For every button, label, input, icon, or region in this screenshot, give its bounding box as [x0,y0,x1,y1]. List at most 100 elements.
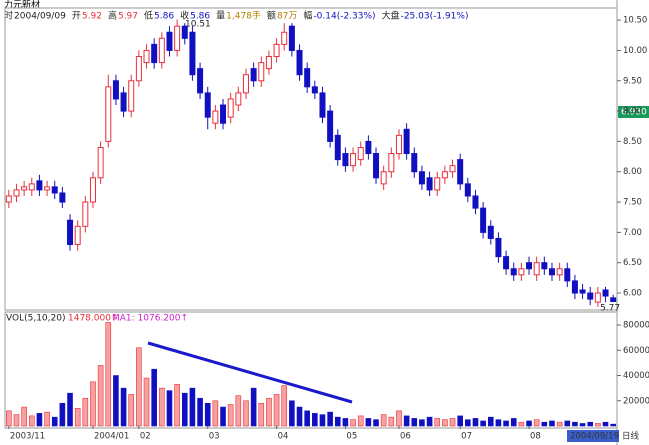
volume-bar [319,414,326,427]
volume-bar [350,419,356,427]
volume-bar [487,416,494,427]
candle-body [242,74,249,94]
candle-body [587,292,594,300]
volume-bar [579,423,586,427]
field-value: 5.92 [82,12,102,22]
x-tick-label: 06 [400,432,411,442]
candle-body [74,225,81,246]
volume-bar [602,421,609,427]
candle-body [258,62,265,82]
volume-bar [396,410,402,427]
volume-bar [434,418,441,427]
volume-bar [136,347,142,427]
volume-bar [312,413,318,427]
field-value: 1,478手 [226,10,261,22]
volume-bar [174,384,180,427]
volume-bar [556,421,563,427]
volume-bar [449,418,456,427]
volume-bar [13,414,20,427]
field-value: 5.86 [190,12,210,22]
volume-bar [549,420,555,427]
candle-body [44,186,51,191]
volume-bar [36,413,43,427]
volume-bar [388,416,395,427]
candle-body [13,189,20,197]
x-tick-label: 02 [140,432,151,442]
x-tick-label: 04 [278,432,289,442]
y2-tick-label: 40000 [623,371,649,381]
candle-body [350,153,357,167]
volume-bar [572,421,578,427]
candle-body [480,207,487,233]
y2-tick-label: 20000 [623,396,649,406]
trend-line [147,341,353,404]
field-value: -25.03(-1.91%) [401,12,469,22]
candle-body [380,171,387,185]
candle-body [457,159,464,185]
field-value: 2004/09/09 [14,12,66,22]
cursor-date: 2004/09/19 [570,432,619,442]
volume-bar [181,392,188,427]
y2-tick-label: 60000 [623,346,649,356]
candle-body [67,219,74,246]
volume-bar [403,415,410,427]
candle-body [151,43,158,64]
volume-bar [342,418,349,427]
candle-body [304,68,311,88]
field-label: 时 [4,10,13,22]
candle-body [120,92,127,112]
volume-bar [281,385,288,427]
y2-tick-label: 80000 [623,321,649,331]
volume-bar [220,406,226,427]
candle-body [510,268,517,276]
field-value: 87万 [277,12,297,22]
volume-bar [503,420,509,427]
candle-body [487,225,494,239]
candle-body [250,68,257,82]
candle-body [288,25,295,51]
volume-bar [472,418,479,427]
candle-body [97,146,104,179]
candle-body [319,92,326,118]
y-tick-label: 6.50 [623,258,642,268]
candle-body [403,128,410,155]
field-label: 开 [72,11,81,22]
volume-bar [334,416,341,427]
candle-body [82,201,89,227]
field-value: 5.97 [118,12,138,22]
candle-body [166,31,173,51]
volume-bar [159,387,165,427]
field-label: 幅 [303,10,312,22]
candle-body [128,80,135,112]
field-value: 5.86 [154,12,174,22]
candle-body [327,110,334,142]
y-tick-label: 10.50 [623,16,647,26]
candle-body [357,146,364,161]
candle-body [610,297,617,303]
candle-body [143,49,150,64]
candle-body [594,292,601,303]
candle-body [281,31,288,45]
candle-body [36,180,43,191]
candle-body [602,289,609,297]
candle-body [265,56,272,70]
candle-body [342,153,349,167]
volume-bar [457,415,463,427]
candle-body [388,153,395,173]
volume-bar [465,419,471,427]
volume-bar [266,397,272,427]
volume-bar [197,397,203,427]
volume-bar [258,402,265,427]
x-tick-label: 03 [209,432,220,442]
field-label: 额 [267,10,276,22]
volume-bar [97,365,104,427]
volume-bar [541,421,548,427]
x-tick-label: 2003/11 [10,432,45,442]
volume-bar [113,375,119,427]
volume-bar [204,402,211,427]
volume-bar [21,406,27,427]
x-tick-label: 2004/01 [94,432,129,442]
vol-label: VOL(5,10,20) [6,314,65,324]
